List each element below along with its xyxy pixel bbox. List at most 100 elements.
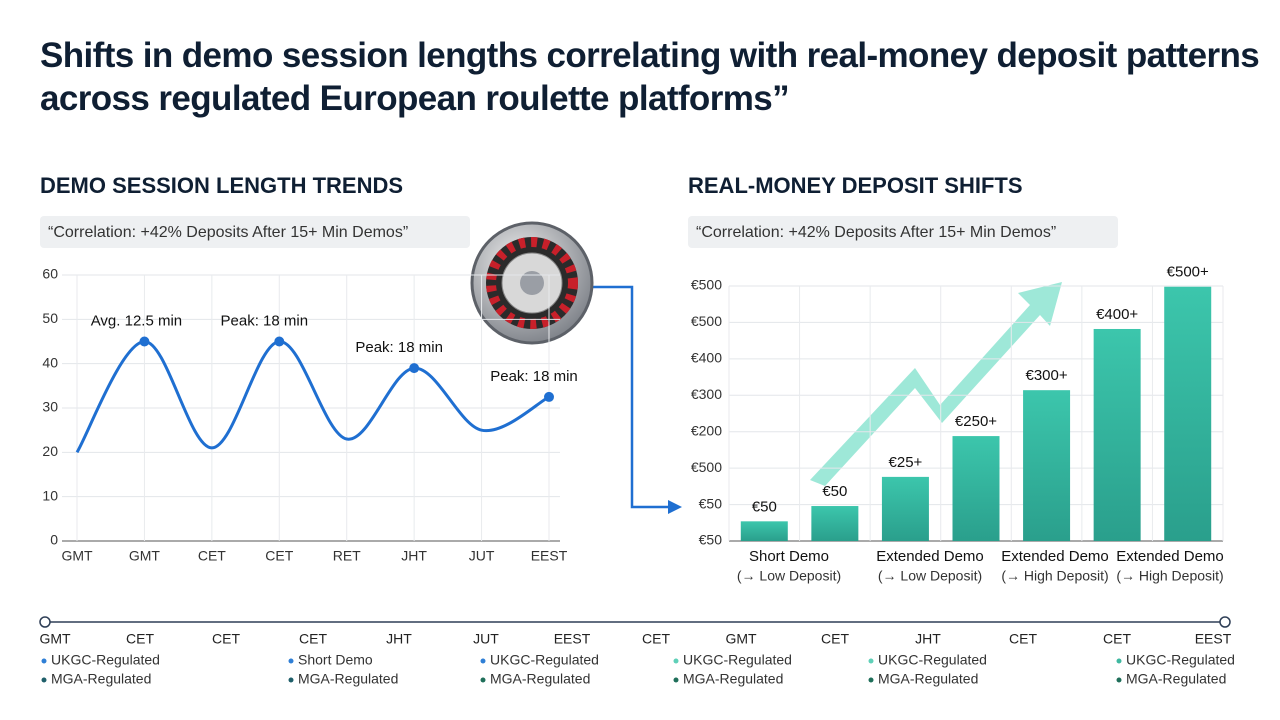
x-tick-note: (→ High Deposit)	[1001, 568, 1108, 584]
roulette-wheel	[470, 221, 594, 345]
timeline-end	[1219, 616, 1231, 628]
x-tick-label: EEST	[531, 548, 568, 564]
page-title: Shifts in demo session lengths correlati…	[40, 36, 1260, 118]
legend-label: Short Demo	[298, 652, 373, 668]
x-tick-note: (→ High Deposit)	[1116, 568, 1223, 584]
legend-label: MGA-Regulated	[51, 671, 151, 687]
subtitle-box	[40, 216, 470, 248]
legend-label: UKGC-Regulated	[1126, 652, 1235, 668]
chart-title: REAL-MONEY DEPOSIT SHIFTS	[688, 173, 1023, 198]
point	[409, 363, 420, 374]
chart-title: DEMO SESSION LENGTH TRENDS	[40, 173, 403, 198]
annotation: Avg. 12.5 min	[91, 312, 182, 329]
y-tick-label: €500	[691, 313, 722, 329]
y-tick-label: 50	[42, 310, 58, 326]
timeline-label: CET	[212, 631, 240, 647]
legend-label: UKGC-Regulated	[683, 652, 792, 668]
y-tick-label: €200	[691, 422, 722, 438]
y-tick-label: 20	[42, 443, 58, 459]
bar	[740, 521, 788, 541]
legend-label: MGA-Regulated	[490, 671, 590, 687]
timeline-label: JHT	[915, 631, 941, 647]
legend-label: UKGC-Regulated	[490, 652, 599, 668]
timeline-label: EEST	[554, 631, 591, 647]
bar	[811, 506, 859, 541]
bar	[1093, 328, 1141, 541]
timeline-label: CET	[821, 631, 849, 647]
annotation: Peak: 18 min	[355, 339, 443, 356]
y-tick-label: €500	[691, 277, 722, 293]
chart-subtitle: “Correlation: +42% Deposits After 15+ Mi…	[48, 224, 408, 241]
timeline-label: GMT	[725, 631, 757, 647]
legend-dot	[288, 677, 294, 683]
legend-label: UKGC-Regulated	[878, 652, 987, 668]
x-tick-label: GMT	[61, 548, 93, 564]
bar-label: €50	[822, 483, 847, 500]
timeline-label: CET	[642, 631, 670, 647]
x-tick-note: (→ Low Deposit)	[737, 568, 841, 584]
y-tick-label: 30	[42, 399, 58, 415]
growth-arrow	[810, 282, 1062, 486]
legend-dot	[868, 658, 874, 664]
bar-label: €400+	[1096, 306, 1138, 323]
y-tick-label: 10	[42, 487, 58, 503]
legend-label: UKGC-Regulated	[51, 652, 160, 668]
timeline-label: CET	[1009, 631, 1037, 647]
x-tick-label: JHT	[401, 548, 427, 564]
legend-dot	[480, 677, 486, 683]
x-tick-label: CET	[198, 548, 226, 564]
y-tick-label: €500	[691, 459, 722, 475]
y-tick-label: €50	[699, 532, 723, 548]
timeline-end	[39, 616, 51, 628]
legend-label: MGA-Regulated	[878, 671, 978, 687]
annotation: Peak: 18 min	[221, 312, 309, 329]
timeline-label: GMT	[39, 631, 71, 647]
subtitle-box	[688, 216, 1118, 248]
legend-label: MGA-Regulated	[298, 671, 398, 687]
timeline-label: CET	[126, 631, 154, 647]
legend-dot	[673, 658, 679, 664]
timeline-label: JUT	[473, 631, 499, 647]
bar	[1164, 286, 1212, 541]
y-tick-label: 0	[50, 532, 58, 548]
y-tick-label: 40	[42, 354, 58, 370]
legend-dot	[41, 677, 47, 683]
bar-label: €300+	[1026, 367, 1068, 384]
annotation: Peak: 18 min	[490, 368, 578, 385]
connector-arrow	[590, 285, 672, 509]
legend-label: MGA-Regulated	[1126, 671, 1226, 687]
bar	[952, 436, 1000, 541]
chart-subtitle: “Correlation: +42% Deposits After 15+ Mi…	[696, 224, 1056, 241]
bar	[881, 476, 929, 541]
bar-label: €500+	[1167, 264, 1209, 281]
x-tick-label: JUT	[469, 548, 495, 564]
legend-label: MGA-Regulated	[683, 671, 783, 687]
legend-dot	[673, 677, 679, 683]
bar-label: €50	[752, 498, 777, 515]
y-tick-label: €300	[691, 386, 722, 402]
x-tick-label: CET	[265, 548, 293, 564]
legend-dot	[1116, 677, 1122, 683]
x-tick-label: Short Demo	[749, 548, 829, 565]
bar-label: €250+	[955, 413, 997, 430]
x-tick-label: Extended Demo	[876, 548, 984, 565]
timeline-label: CET	[1103, 631, 1131, 647]
point	[139, 336, 150, 347]
timeline-label: EEST	[1195, 631, 1232, 647]
point	[544, 391, 554, 402]
line-series	[75, 339, 550, 454]
legend-dot	[41, 658, 47, 664]
x-tick-label: GMT	[129, 548, 161, 564]
arrow-head	[668, 500, 682, 514]
x-tick-label: Extended Demo	[1001, 548, 1109, 565]
y-tick-label: €50	[699, 495, 723, 511]
y-tick-label: 60	[42, 266, 58, 282]
x-tick-label: RET	[333, 548, 361, 564]
legend-dot	[480, 658, 486, 664]
x-tick-label: Extended Demo	[1116, 548, 1224, 565]
legend-dot	[1116, 658, 1122, 664]
bar-label: €25+	[889, 454, 923, 471]
point	[274, 336, 285, 347]
